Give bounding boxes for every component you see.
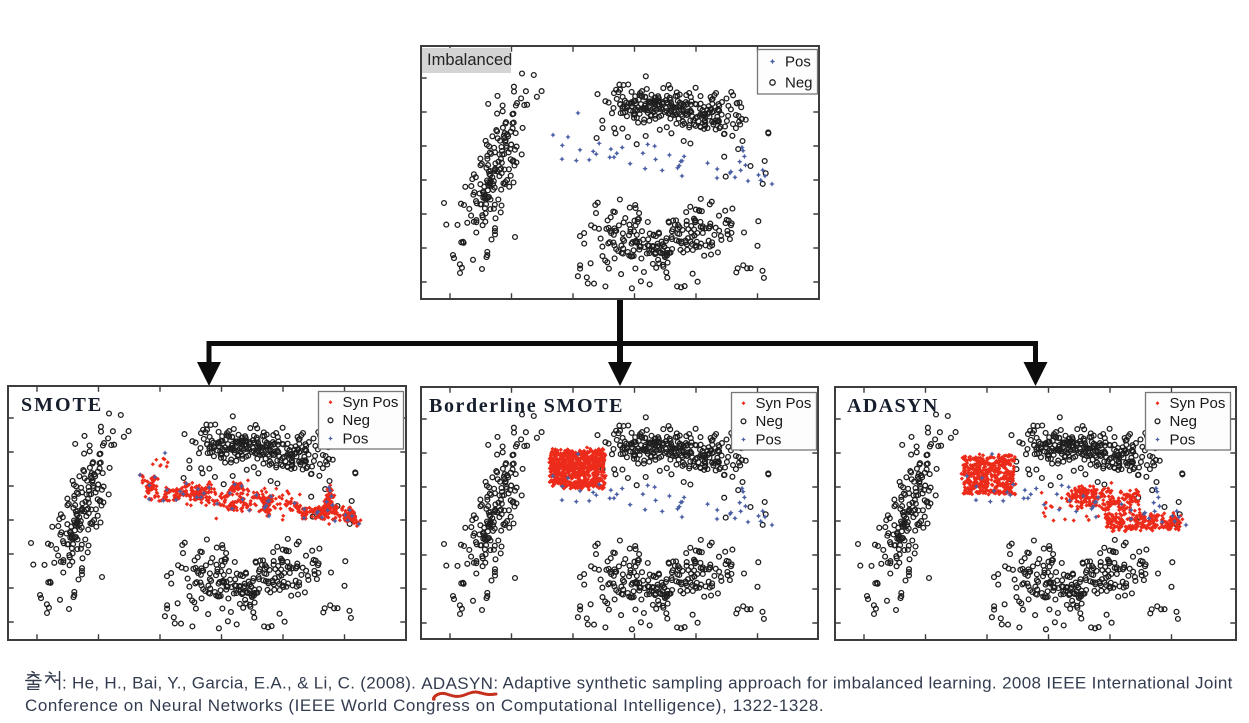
svg-text:Neg: Neg [343, 412, 371, 429]
svg-text:Pos: Pos [1170, 431, 1196, 448]
svg-text:Pos: Pos [785, 54, 811, 71]
svg-text:Pos: Pos [756, 431, 782, 448]
svg-text:Neg: Neg [756, 413, 784, 430]
svg-text:Pos: Pos [343, 430, 369, 447]
svg-text:Neg: Neg [785, 75, 813, 92]
svg-text:Syn Pos: Syn Pos [1170, 395, 1226, 412]
svg-text:Syn Pos: Syn Pos [343, 394, 399, 411]
svg-text:Syn Pos: Syn Pos [756, 395, 812, 412]
svg-text:Neg: Neg [1170, 413, 1198, 430]
